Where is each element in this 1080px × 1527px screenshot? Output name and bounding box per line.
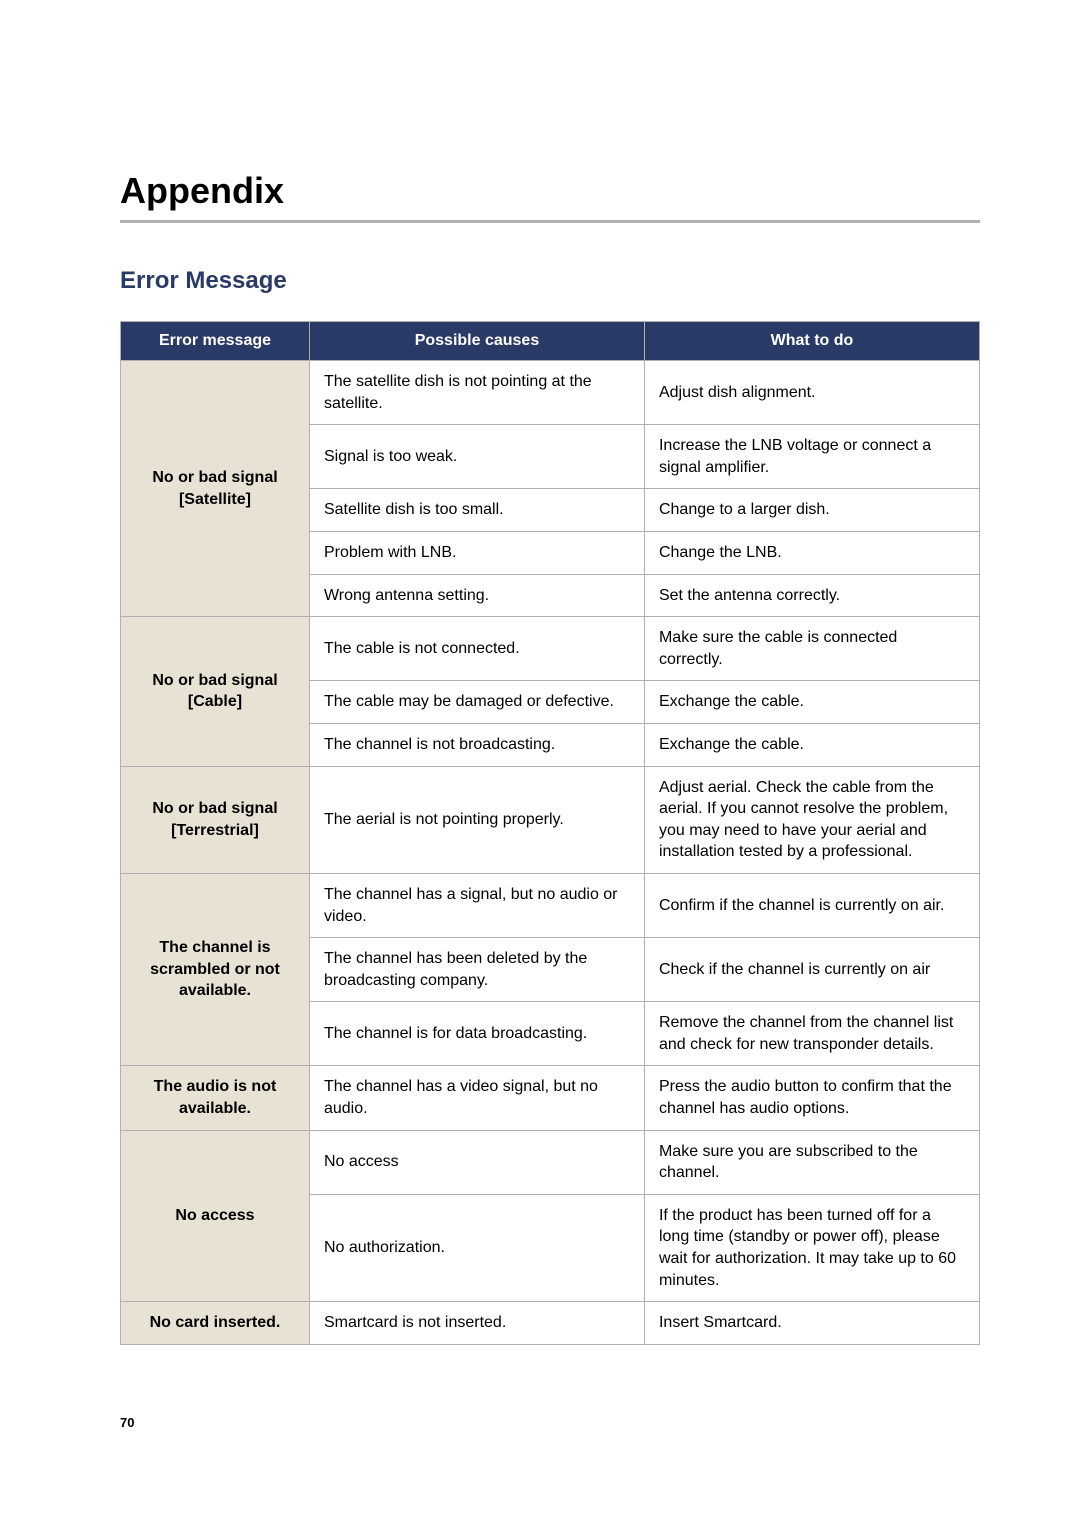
row-header: No or bad signal [Terrestrial] xyxy=(121,766,310,873)
cell-action: Change the LNB. xyxy=(644,531,979,574)
cell-action: Adjust dish alignment. xyxy=(644,361,979,425)
cell-cause: The cable may be damaged or defective. xyxy=(309,681,644,724)
table-row: The channel is scrambled or not availabl… xyxy=(121,873,980,937)
error-message-table: Error message Possible causes What to do… xyxy=(120,321,980,1345)
cell-action: Increase the LNB voltage or connect a si… xyxy=(644,425,979,489)
cell-cause: Wrong antenna setting. xyxy=(309,574,644,617)
table-row: No access No access Make sure you are su… xyxy=(121,1130,980,1194)
row-header: No or bad signal [Cable] xyxy=(121,617,310,766)
col-header-action: What to do xyxy=(644,322,979,361)
table-row: No or bad signal [Terrestrial] The aeria… xyxy=(121,766,980,873)
section-subtitle: Error Message xyxy=(120,267,980,295)
title-rule xyxy=(120,220,980,223)
cell-action: Make sure the cable is connected correct… xyxy=(644,617,979,681)
cell-cause: The cable is not connected. xyxy=(309,617,644,681)
row-header: The audio is not available. xyxy=(121,1066,310,1130)
page-title: Appendix xyxy=(120,170,980,212)
cell-action: If the product has been turned off for a… xyxy=(644,1194,979,1301)
row-header: The channel is scrambled or not availabl… xyxy=(121,873,310,1066)
cell-cause: The channel is not broadcasting. xyxy=(309,723,644,766)
cell-cause: The channel is for data broadcasting. xyxy=(309,1002,644,1066)
cell-cause: Signal is too weak. xyxy=(309,425,644,489)
cell-action: Press the audio button to confirm that t… xyxy=(644,1066,979,1130)
cell-action: Exchange the cable. xyxy=(644,681,979,724)
cell-cause: No access xyxy=(309,1130,644,1194)
table-row: No or bad signal [Satellite] The satelli… xyxy=(121,361,980,425)
table-row: No or bad signal [Cable] The cable is no… xyxy=(121,617,980,681)
row-header: No or bad signal [Satellite] xyxy=(121,361,310,617)
col-header-error: Error message xyxy=(121,322,310,361)
cell-cause: Satellite dish is too small. xyxy=(309,489,644,532)
col-header-cause: Possible causes xyxy=(309,322,644,361)
cell-action: Make sure you are subscribed to the chan… xyxy=(644,1130,979,1194)
cell-action: Check if the channel is currently on air xyxy=(644,938,979,1002)
page-number: 70 xyxy=(120,1415,980,1430)
cell-cause: Problem with LNB. xyxy=(309,531,644,574)
cell-action: Insert Smartcard. xyxy=(644,1302,979,1345)
cell-cause: The channel has a video signal, but no a… xyxy=(309,1066,644,1130)
cell-cause: The channel has been deleted by the broa… xyxy=(309,938,644,1002)
cell-cause: The channel has a signal, but no audio o… xyxy=(309,873,644,937)
cell-cause: The aerial is not pointing properly. xyxy=(309,766,644,873)
row-header: No access xyxy=(121,1130,310,1302)
cell-action: Remove the channel from the channel list… xyxy=(644,1002,979,1066)
cell-cause: No authorization. xyxy=(309,1194,644,1301)
row-header: No card inserted. xyxy=(121,1302,310,1345)
table-row: The audio is not available. The channel … xyxy=(121,1066,980,1130)
cell-action: Change to a larger dish. xyxy=(644,489,979,532)
table-row: No card inserted. Smartcard is not inser… xyxy=(121,1302,980,1345)
cell-action: Exchange the cable. xyxy=(644,723,979,766)
cell-action: Adjust aerial. Check the cable from the … xyxy=(644,766,979,873)
cell-action: Confirm if the channel is currently on a… xyxy=(644,873,979,937)
cell-action: Set the antenna correctly. xyxy=(644,574,979,617)
cell-cause: The satellite dish is not pointing at th… xyxy=(309,361,644,425)
cell-cause: Smartcard is not inserted. xyxy=(309,1302,644,1345)
